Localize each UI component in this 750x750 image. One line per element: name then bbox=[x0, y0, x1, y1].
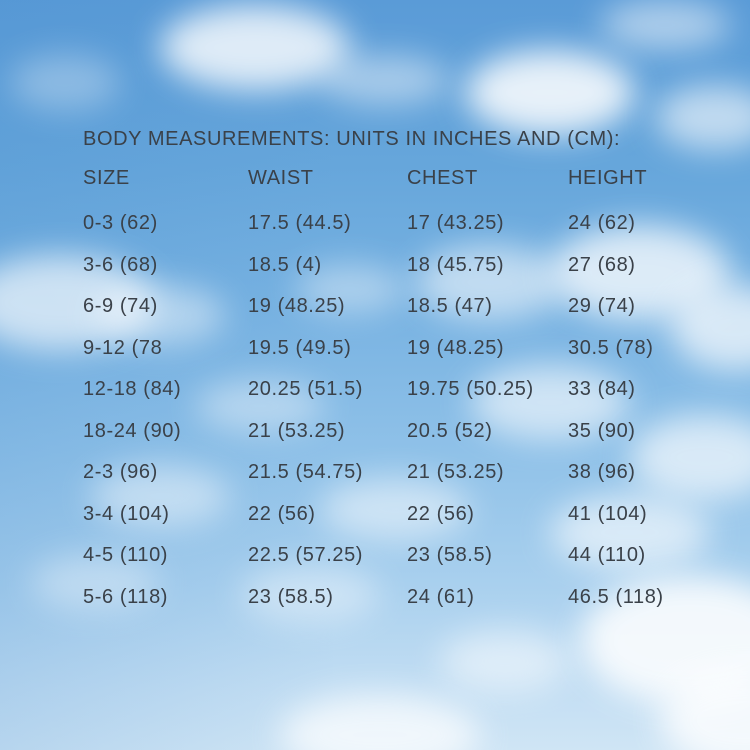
waist-value: 20.25 (51.5) bbox=[248, 378, 364, 400]
table-row: 9-12 (78 19.5 (49.5) 19 (48.25) 30.5 (78… bbox=[83, 336, 710, 378]
height-value: 30.5 (78) bbox=[568, 336, 654, 359]
height-value: 33 (84) bbox=[568, 378, 636, 400]
height-value: 44 (110) bbox=[568, 544, 646, 566]
table-row: 4-5 (110) 22.5 (57.25) 23 (58.5) 44 (110… bbox=[83, 543, 710, 585]
height-value: 27 (68) bbox=[568, 253, 636, 276]
size-value: 18-24 (90) bbox=[83, 419, 182, 442]
cloud bbox=[600, 0, 730, 50]
chest-value: 22 (56) bbox=[407, 502, 475, 525]
height-value: 46.5 (118) bbox=[568, 585, 664, 608]
size-value: 0-3 (62) bbox=[83, 212, 158, 234]
size-value: 3-4 (104) bbox=[83, 502, 170, 525]
cloud bbox=[10, 55, 120, 110]
chest-value: 20.5 (52) bbox=[407, 419, 493, 442]
table-row: 3-4 (104) 22 (56) 22 (56) 41 (104) bbox=[83, 502, 710, 544]
measurements-panel: BODY MEASUREMENTS: UNITS IN INCHES AND (… bbox=[83, 126, 710, 626]
chest-value: 24 (61) bbox=[407, 585, 475, 608]
column-header-height: HEIGHT bbox=[568, 167, 648, 189]
height-value: 24 (62) bbox=[568, 212, 636, 234]
column-header-size: SIZE bbox=[83, 167, 130, 189]
waist-value: 22 (56) bbox=[248, 502, 316, 525]
table-row: 6-9 (74) 19 (48.25) 18.5 (47) 29 (74) bbox=[83, 294, 710, 336]
size-value: 6-9 (74) bbox=[83, 295, 158, 317]
table-header-row: SIZE WAIST CHEST HEIGHT bbox=[83, 166, 710, 190]
column-header-waist: WAIST bbox=[248, 167, 314, 189]
size-value: 9-12 (78 bbox=[83, 336, 163, 359]
size-value: 2-3 (96) bbox=[83, 461, 158, 483]
column-header-chest: CHEST bbox=[407, 167, 478, 189]
table-row: 18-24 (90) 21 (53.25) 20.5 (52) 35 (90) bbox=[83, 419, 710, 461]
waist-value: 19 (48.25) bbox=[248, 295, 346, 317]
height-value: 41 (104) bbox=[568, 502, 648, 525]
height-value: 29 (74) bbox=[568, 295, 636, 317]
chest-value: 17 (43.25) bbox=[407, 212, 505, 234]
table-row: 5-6 (118) 23 (58.5) 24 (61) 46.5 (118) bbox=[83, 585, 710, 627]
waist-value: 23 (58.5) bbox=[248, 585, 334, 608]
chest-value: 21 (53.25) bbox=[407, 461, 505, 483]
cloud bbox=[440, 630, 570, 692]
cloud bbox=[465, 50, 635, 135]
height-value: 35 (90) bbox=[568, 419, 636, 442]
chest-value: 18.5 (47) bbox=[407, 295, 493, 317]
height-value: 38 (96) bbox=[568, 461, 636, 483]
size-value: 5-6 (118) bbox=[83, 585, 169, 608]
waist-value: 18.5 (4) bbox=[248, 253, 322, 276]
table-row: 12-18 (84) 20.25 (51.5) 19.75 (50.25) 33… bbox=[83, 377, 710, 419]
waist-value: 17.5 (44.5) bbox=[248, 212, 352, 234]
waist-value: 19.5 (49.5) bbox=[248, 336, 352, 359]
chest-value: 23 (58.5) bbox=[407, 544, 493, 566]
table-title: BODY MEASUREMENTS: UNITS IN INCHES AND (… bbox=[83, 128, 621, 150]
size-value: 3-6 (68) bbox=[83, 253, 158, 276]
size-value: 4-5 (110) bbox=[83, 544, 169, 566]
cloud bbox=[280, 695, 480, 750]
table-body: 0-3 (62) 17.5 (44.5) 17 (43.25) 24 (62) … bbox=[83, 211, 710, 626]
waist-value: 21 (53.25) bbox=[248, 419, 346, 442]
table-row: 3-6 (68) 18.5 (4) 18 (45.75) 27 (68) bbox=[83, 253, 710, 295]
chest-value: 19.75 (50.25) bbox=[407, 378, 534, 400]
chest-value: 18 (45.75) bbox=[407, 253, 505, 276]
table-row: 2-3 (96) 21.5 (54.75) 21 (53.25) 38 (96) bbox=[83, 460, 710, 502]
chest-value: 19 (48.25) bbox=[407, 336, 505, 359]
size-value: 12-18 (84) bbox=[83, 378, 182, 400]
waist-value: 21.5 (54.75) bbox=[248, 461, 364, 483]
cloud bbox=[320, 55, 450, 105]
cloud bbox=[660, 670, 750, 750]
table-row: 0-3 (62) 17.5 (44.5) 17 (43.25) 24 (62) bbox=[83, 211, 710, 253]
cloud bbox=[160, 5, 350, 90]
waist-value: 22.5 (57.25) bbox=[248, 544, 364, 566]
